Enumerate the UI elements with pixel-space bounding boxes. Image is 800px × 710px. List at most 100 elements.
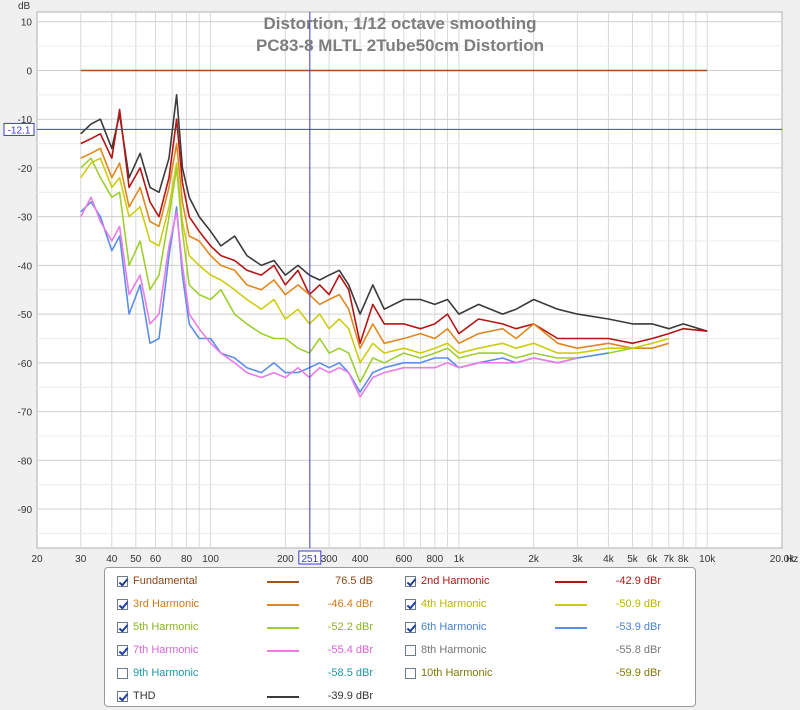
- x-tick-label: 20: [31, 554, 43, 565]
- legend-value: -58.5 dBr: [327, 667, 373, 679]
- legend-value: -55.8 dBr: [615, 644, 661, 656]
- y-tick-label: -20: [18, 164, 33, 175]
- legend-item-thd[interactable]: THD -39.9 dBr: [117, 689, 387, 705]
- legend-swatch: [555, 581, 587, 583]
- legend-label: 4th Harmonic: [421, 598, 487, 610]
- y-axis-ticks: 10 0 -10 -20 -30 -40 -50 -60 -70 -80 -90: [18, 18, 33, 516]
- legend-swatch: [555, 627, 587, 629]
- legend-value: -42.9 dBr: [615, 575, 661, 587]
- series-line-7th-harmonic: [79, 196, 578, 398]
- legend-label: THD: [133, 690, 156, 702]
- x-tick-label: 1k: [454, 554, 466, 565]
- legend-value: -39.9 dBr: [327, 690, 373, 702]
- x-tick-label: 200: [277, 554, 294, 565]
- legend-label: 9th Harmonic: [133, 667, 199, 679]
- legend-checkbox[interactable]: [405, 622, 416, 633]
- y-tick-label: -80: [18, 456, 33, 467]
- legend-label: Fundamental: [133, 575, 198, 587]
- y-tick-label: -60: [18, 359, 33, 370]
- legend-checkbox[interactable]: [405, 576, 416, 587]
- series-line-5th-harmonic: [80, 157, 633, 384]
- y-tick-label: -50: [18, 310, 33, 321]
- legend-value: -52.2 dBr: [327, 621, 373, 633]
- y-tick-label: -90: [18, 505, 33, 516]
- x-tick-label: 400: [352, 554, 369, 565]
- legend-value: -53.9 dBr: [615, 621, 661, 633]
- y-tick-label: -10: [18, 115, 33, 126]
- x-tick-label: 30: [75, 554, 87, 565]
- legend-swatch: [267, 581, 299, 583]
- legend-item-3rd-harmonic[interactable]: 3rd Harmonic -46.4 dBr: [117, 597, 387, 613]
- legend-item-8th-harmonic[interactable]: 8th Harmonic -55.8 dBr: [405, 643, 675, 659]
- legend-swatch: [267, 604, 299, 606]
- plot-area[interactable]: [36, 11, 783, 549]
- legend-checkbox[interactable]: [405, 668, 416, 679]
- x-tick-label: 4k: [603, 554, 615, 565]
- legend-swatch: [267, 650, 299, 652]
- legend-checkbox[interactable]: [117, 576, 128, 587]
- x-tick-label: 10k: [699, 554, 716, 565]
- cursor-crosshair[interactable]: -12.1 251: [3, 12, 782, 565]
- legend-label: 8th Harmonic: [421, 644, 487, 656]
- legend-label: 5th Harmonic: [133, 621, 199, 633]
- x-tick-label: 800: [427, 554, 444, 565]
- legend-label: 3rd Harmonic: [133, 598, 200, 610]
- x-tick-label: 300: [321, 554, 338, 565]
- grid-lines: [37, 12, 782, 548]
- x-tick-label: 40: [106, 554, 118, 565]
- x-axis-ticks: 20 30 40 50 60 80 100 200 300 400 600 800 1k 2k 3k 4k 5k…: [31, 554, 795, 565]
- x-tick-label: 50: [130, 554, 142, 565]
- legend-panel: Fundamental 76.5 dB 2nd Harmonic -42.9 dBr 3…: [104, 567, 696, 707]
- legend-value: -46.4 dBr: [327, 598, 373, 610]
- legend-item-5th-harmonic[interactable]: 5th Harmonic -52.2 dBr: [117, 620, 387, 636]
- x-tick-label: 5k: [627, 554, 639, 565]
- x-tick-label: 600: [395, 554, 412, 565]
- legend-checkbox[interactable]: [405, 599, 416, 610]
- legend-label: 2nd Harmonic: [421, 575, 490, 587]
- cursor-y-readout: -12.1: [8, 125, 31, 136]
- legend-value: -59.9 dBr: [615, 667, 661, 679]
- x-tick-label: 2k: [528, 554, 540, 565]
- legend-label: 6th Harmonic: [421, 621, 487, 633]
- x-tick-label: 6k: [647, 554, 659, 565]
- legend-value: -50.9 dBr: [615, 598, 661, 610]
- legend-item-6th-harmonic[interactable]: 6th Harmonic -53.9 dBr: [405, 620, 675, 636]
- x-tick-label: 3k: [572, 554, 584, 565]
- legend-item-2nd-harmonic[interactable]: 2nd Harmonic -42.9 dBr: [405, 574, 675, 590]
- x-tick-label: 20.0k: [770, 554, 795, 565]
- x-tick-label: 8k: [678, 554, 690, 565]
- legend-item-10th-harmonic[interactable]: 10th Harmonic -59.9 dBr: [405, 666, 675, 682]
- legend-item-4th-harmonic[interactable]: 4th Harmonic -50.9 dBr: [405, 597, 675, 613]
- legend-checkbox[interactable]: [117, 645, 128, 656]
- legend-value: -55.4 dBr: [327, 644, 373, 656]
- y-tick-label: -40: [18, 261, 33, 272]
- legend-item-7th-harmonic[interactable]: 7th Harmonic -55.4 dBr: [117, 643, 387, 659]
- y-tick-label: -30: [18, 213, 33, 224]
- legend-checkbox[interactable]: [117, 691, 128, 702]
- legend-item-fundamental[interactable]: Fundamental 76.5 dB: [117, 574, 387, 590]
- legend-value: 76.5 dB: [335, 575, 373, 587]
- y-tick-label: -70: [18, 408, 33, 419]
- legend-item-9th-harmonic[interactable]: 9th Harmonic -58.5 dBr: [117, 666, 387, 682]
- cursor-x-readout-box: [298, 550, 322, 565]
- cursor-y-readout-box: [3, 122, 35, 136]
- chart-subtitle: PC83-8 MLTL 2Tube50cm Distortion: [256, 36, 544, 55]
- legend-swatch: [555, 604, 587, 606]
- chart-title: Distortion, 1/12 octave smoothing: [264, 14, 537, 33]
- legend-label: 7th Harmonic: [133, 644, 199, 656]
- y-tick-label: 0: [26, 66, 32, 77]
- y-axis-label: dB: [18, 1, 31, 12]
- cursor-x-readout: 251: [301, 554, 318, 565]
- series-line-thd: [80, 94, 708, 332]
- x-tick-label: 60: [150, 554, 162, 565]
- legend-swatch: [267, 696, 299, 698]
- legend-checkbox[interactable]: [117, 599, 128, 610]
- legend-checkbox[interactable]: [405, 645, 416, 656]
- legend-checkbox[interactable]: [117, 622, 128, 633]
- series-line-2nd-harmonic: [80, 108, 708, 345]
- x-tick-label: 100: [202, 554, 219, 565]
- legend-checkbox[interactable]: [117, 668, 128, 679]
- y-tick-label: 10: [21, 18, 33, 29]
- x-tick-label: 80: [181, 554, 193, 565]
